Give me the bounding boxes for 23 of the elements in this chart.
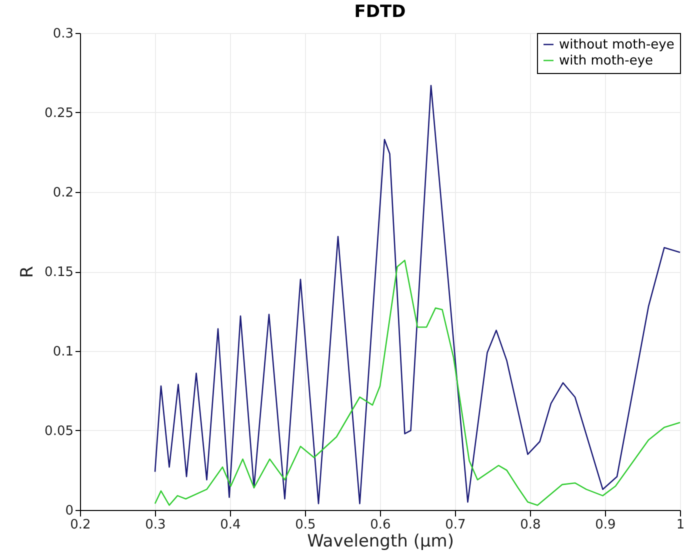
y-tick-label: 0.1 [52, 344, 74, 360]
legend-label: without moth-eye [559, 38, 674, 52]
y-axis-title: R [18, 266, 38, 278]
line-series [154, 260, 681, 506]
y-tick-label: 0.3 [52, 26, 74, 42]
line-series [154, 84, 681, 504]
y-tick-label: 0.2 [52, 186, 74, 200]
y-tick-label: 0.05 [44, 424, 74, 439]
x-tick-label: 0.6 [370, 518, 391, 532]
x-tick-label: 0.5 [295, 518, 316, 532]
x-tick-label: 0.9 [595, 518, 616, 532]
x-tick-label: 0.7 [445, 518, 466, 532]
x-tick-label: 1 [676, 518, 685, 532]
x-tick-label: 0.4 [220, 518, 241, 532]
y-tick-label: 0.25 [44, 106, 74, 121]
chart-title: FDTD [354, 2, 406, 22]
x-tick-label: 0.2 [70, 518, 91, 532]
y-tick-label: 0.15 [44, 265, 74, 280]
y-tick-label: 0 [65, 504, 74, 518]
x-tick-label: 0.3 [145, 518, 166, 532]
x-axis-title: Wavelength (µm) [307, 532, 454, 552]
x-tick-label: 0.8 [520, 518, 541, 532]
legend-label: with moth-eye [559, 54, 654, 68]
